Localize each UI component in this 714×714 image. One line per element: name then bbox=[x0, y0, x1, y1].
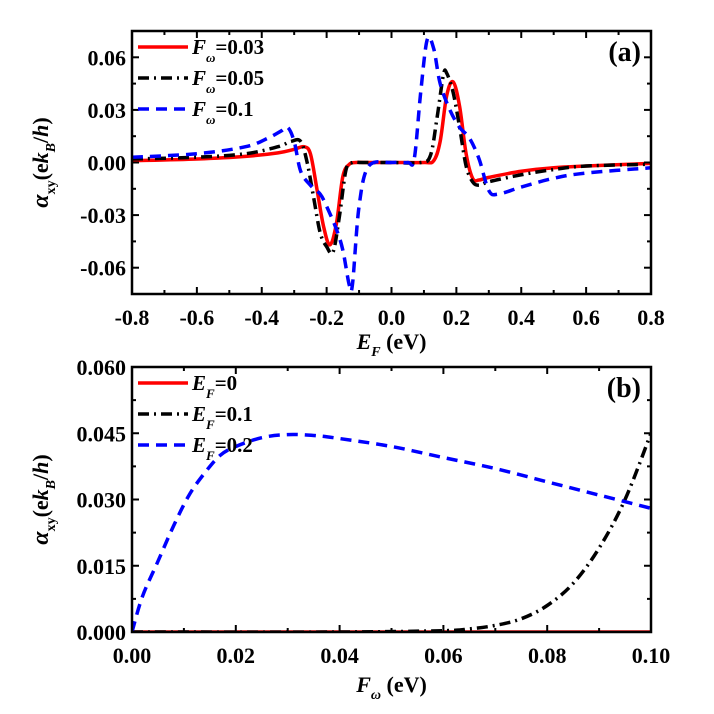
y-tick-label: 0.015 bbox=[77, 554, 127, 579]
y-axis-title: αxy(ekB/h) bbox=[28, 454, 59, 544]
series-group bbox=[132, 35, 651, 294]
panel-label: (a) bbox=[608, 37, 641, 68]
plot-frame bbox=[130, 365, 653, 634]
x-tick-label: 0.02 bbox=[217, 643, 256, 668]
x-tick-label: -0.2 bbox=[309, 305, 344, 330]
legend-label-2: EF=0.2 bbox=[191, 433, 253, 463]
series-line-b-1 bbox=[132, 432, 651, 632]
legend-label-2: Fω=0.1 bbox=[191, 97, 254, 127]
legend-label-0: Fω=0.03 bbox=[191, 35, 264, 65]
legend-label-1: Fω=0.05 bbox=[191, 66, 264, 96]
x-tick-label: 0.2 bbox=[443, 305, 471, 330]
y-tick-label: 0.00 bbox=[88, 151, 127, 176]
y-tick-label: 0.045 bbox=[77, 421, 127, 446]
x-axis-title: EF (eV) bbox=[356, 329, 427, 360]
y-axis-title: αxy(ekB/h) bbox=[28, 117, 59, 207]
series-group bbox=[132, 432, 651, 632]
x-tick-label: 0.04 bbox=[320, 643, 359, 668]
y-tick-label: 0.060 bbox=[77, 355, 127, 380]
y-tick-label: 0.06 bbox=[88, 45, 127, 70]
x-tick-label: 0.00 bbox=[113, 643, 152, 668]
legend-label-0: EF=0 bbox=[191, 371, 237, 401]
y-tick-label: -0.06 bbox=[80, 256, 126, 281]
panel-label: (b) bbox=[607, 373, 641, 404]
x-tick-label: 0.4 bbox=[508, 305, 536, 330]
y-tick-label: 0.030 bbox=[77, 488, 127, 513]
x-tick-label: -0.8 bbox=[115, 305, 150, 330]
x-tick-label: 0.0 bbox=[378, 305, 406, 330]
legend-label-1: EF=0.1 bbox=[191, 402, 253, 432]
x-tick-label: -0.6 bbox=[179, 305, 214, 330]
series-line-b-2 bbox=[132, 432, 651, 632]
y-tick-label: -0.03 bbox=[80, 203, 126, 228]
panel-b: 0.00 0.02 0.04 0.06 0.08 0.10 0.000 0.015 0.030 0… bbox=[28, 355, 670, 703]
y-tick-label: 0.000 bbox=[77, 620, 127, 645]
x-tick-label: 0.08 bbox=[528, 643, 567, 668]
y-tick-label: 0.03 bbox=[88, 98, 127, 123]
x-axis-title: Fω (eV) bbox=[355, 672, 427, 703]
x-tick-label: 0.6 bbox=[572, 305, 600, 330]
series-line-a-2 bbox=[132, 35, 651, 294]
legend: EF=0EF=0.1EF=0.2 bbox=[138, 371, 253, 463]
panel-a: -0.8 -0.6 -0.4 -0.2 0.0 0.2 0.4 0.6 0.8 -0.06 -0.0… bbox=[28, 29, 665, 360]
x-tick-label: -0.4 bbox=[244, 305, 279, 330]
x-tick-label: 0.10 bbox=[632, 643, 671, 668]
x-tick-label: 0.06 bbox=[424, 643, 463, 668]
x-tick-label: 0.8 bbox=[637, 305, 665, 330]
